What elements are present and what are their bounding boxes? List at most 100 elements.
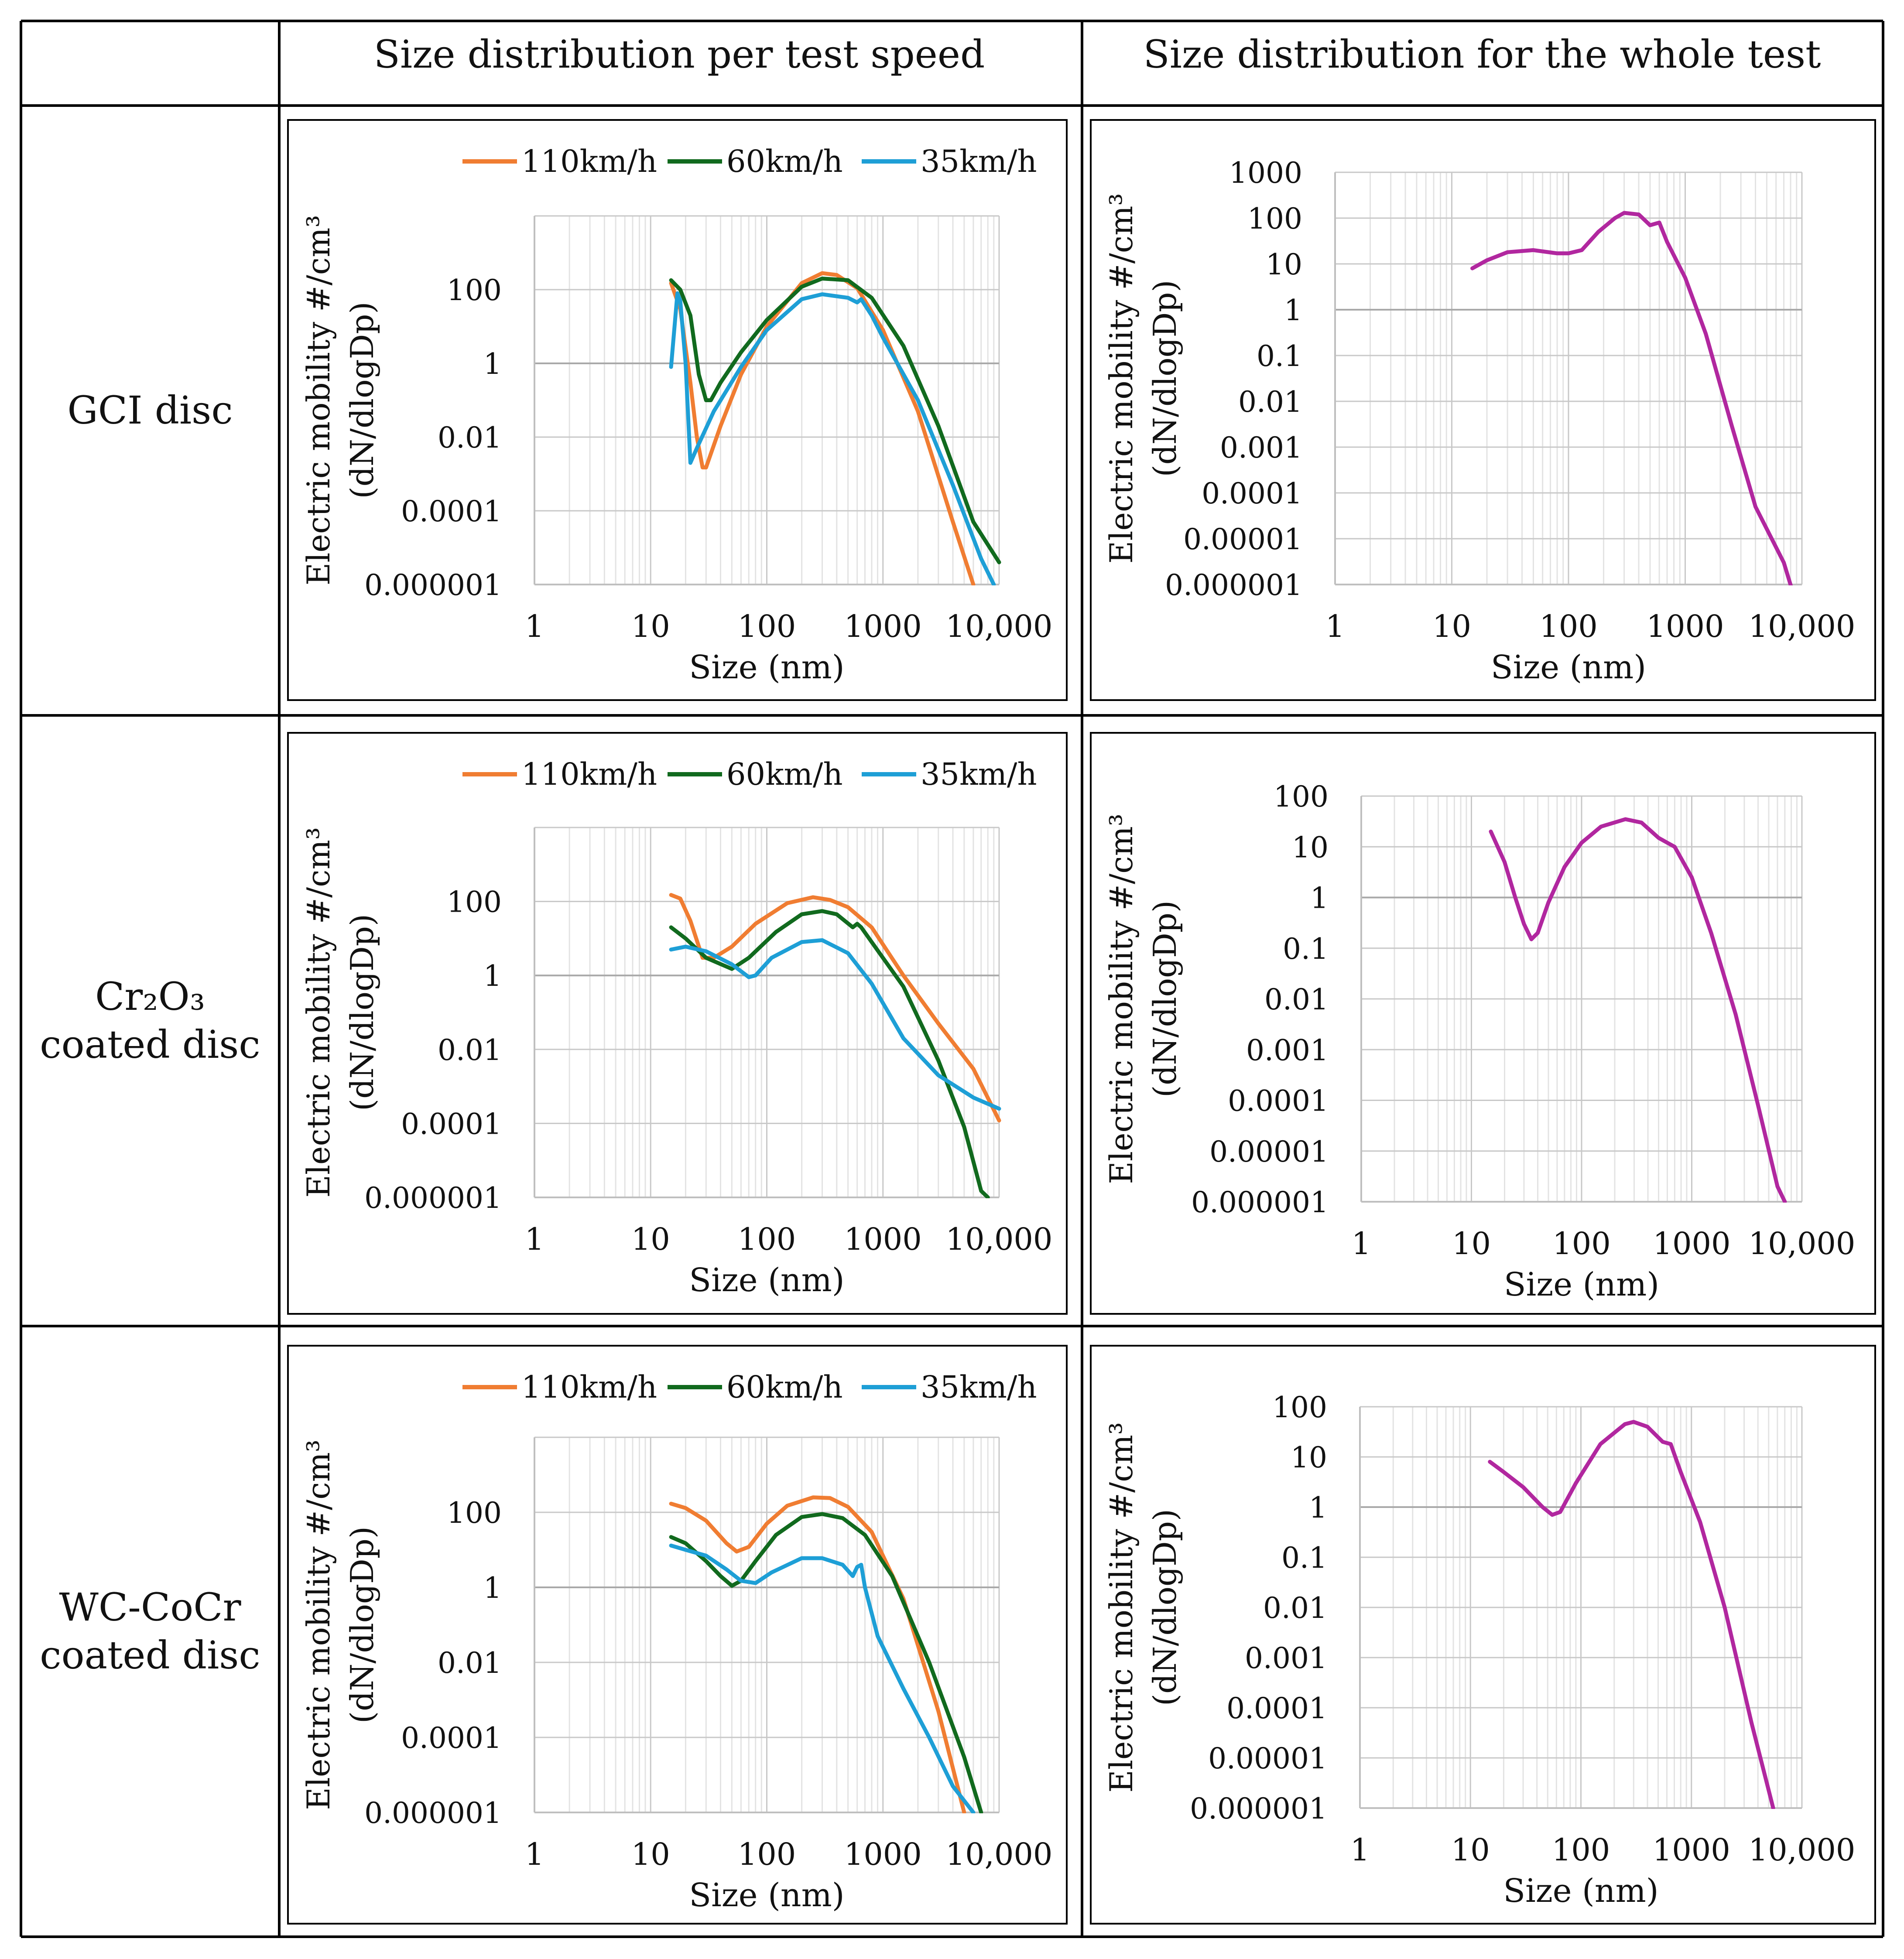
chart-r1-c1: 0.000001 0.00001 0.0001 0.001 0.01 0.1 1 10 100 1… [1090, 732, 1876, 1315]
y-tick-label: 0.00001 [1209, 1135, 1329, 1169]
series-line-110km-h [669, 893, 1001, 1123]
x-tick-label: 1 [1350, 1832, 1370, 1868]
x-tick-label: 100 [738, 1836, 796, 1872]
legend-label: 110km/h [521, 1369, 657, 1405]
y-tick-label: 0.01 [438, 1033, 502, 1067]
y-tick-label: 1000 [1229, 156, 1302, 190]
series-line-whole-test [1488, 1420, 1775, 1809]
series-line-whole-test [1489, 817, 1787, 1203]
header-size-whole-test: Size distribution for the whole test [1143, 32, 1821, 77]
legend-label: 110km/h [521, 144, 657, 179]
x-tick-label: 1000 [844, 609, 922, 644]
y-tick-label: 0.001 [1220, 431, 1302, 465]
y-tick-label: 0.1 [1283, 932, 1329, 966]
chart-frame [1090, 119, 1876, 701]
y-tick-label: 10 [1291, 1441, 1327, 1474]
y-tick-label: 0.00001 [1183, 523, 1302, 556]
y-tick-label: 0.000001 [364, 568, 502, 602]
x-axis-label: Size (nm) [1503, 1872, 1658, 1910]
x-axis-label: Size (nm) [1491, 649, 1646, 686]
x-tick-label: 10 [1432, 609, 1471, 644]
legend-label: 60km/h [726, 1369, 843, 1405]
y-tick-label: 0.001 [1245, 1641, 1327, 1675]
x-tick-label: 100 [738, 609, 796, 644]
y-tick-label: 0.0001 [401, 1721, 502, 1755]
x-tick-label: 1 [1352, 1226, 1371, 1262]
y-tick-label: 1 [1284, 294, 1302, 327]
chart-frame [287, 1345, 1068, 1925]
y-tick-label: 1 [1309, 1491, 1327, 1525]
x-tick-label: 1000 [1646, 609, 1724, 644]
y-tick-label: 0.0001 [1226, 1692, 1327, 1725]
y-tick-label: 1 [483, 1571, 502, 1605]
y-axis-label-line2: (dN/dlogDp) [1147, 900, 1183, 1097]
x-axis-label: Size (nm) [689, 1877, 844, 1914]
y-axis-label-line2: (dN/dlogDp) [1147, 1509, 1183, 1706]
table-frame [20, 20, 1884, 1938]
y-tick-label: 0.1 [1257, 339, 1302, 373]
row-label: WC-CoCr [59, 1585, 241, 1630]
y-tick-label: 100 [1247, 202, 1302, 236]
chart-r2-c1: 0.000001 0.00001 0.0001 0.001 0.01 0.1 1 10 100 1… [1090, 1345, 1876, 1925]
y-tick-label: 1 [483, 347, 502, 381]
y-tick-label: 0.01 [1263, 1591, 1327, 1625]
x-tick-label: 100 [738, 1221, 796, 1257]
series-line-60km-h [669, 909, 990, 1198]
y-axis-label-line1: Electric mobility #/cm³ [1103, 814, 1140, 1184]
y-tick-label: 10 [1292, 831, 1329, 864]
header-size-per-speed: Size distribution per test speed [374, 32, 985, 77]
series-line-60km-h [669, 1512, 983, 1813]
x-tick-label: 1000 [844, 1221, 922, 1257]
y-tick-label: 0.000001 [364, 1796, 502, 1830]
x-tick-label: 10 [631, 1221, 670, 1257]
y-axis-label-line2: (dN/dlogDp) [344, 914, 380, 1111]
y-tick-label: 0.0001 [401, 1107, 502, 1141]
chart-r2-c0: 0.000001 0.0001 0.01 1 100 1 10 100 1000 10,000 Si… [287, 1345, 1068, 1925]
series-line-60km-h [669, 277, 1001, 564]
x-tick-label: 10 [631, 609, 670, 644]
x-tick-label: 1000 [1653, 1226, 1730, 1262]
x-tick-label: 100 [1552, 1832, 1610, 1868]
y-axis-label-line2: (dN/dlogDp) [1147, 280, 1183, 477]
x-axis-label: Size (nm) [689, 1262, 844, 1299]
x-tick-label: 10 [1452, 1226, 1491, 1262]
row-label: coated disc [40, 1022, 260, 1067]
y-axis-label-line2: (dN/dlogDp) [344, 302, 380, 499]
legend-label: 35km/h [921, 1369, 1037, 1405]
y-axis-label-line1: Electric mobility #/cm³ [1103, 1422, 1140, 1792]
y-tick-label: 0.01 [1264, 983, 1329, 1016]
x-tick-label: 1 [525, 1836, 544, 1872]
y-tick-label: 0.0001 [1228, 1084, 1329, 1118]
x-tick-label: 10,000 [946, 609, 1053, 644]
row-label: Cr₂O₃ [95, 974, 205, 1019]
y-tick-label: 1 [483, 959, 502, 993]
row-label: coated disc [40, 1633, 260, 1678]
x-tick-label: 10 [631, 1836, 670, 1872]
x-tick-label: 10,000 [946, 1836, 1053, 1872]
y-tick-label: 0.001 [1246, 1033, 1329, 1067]
legend-label: 110km/h [521, 756, 657, 792]
x-tick-label: 1 [525, 1221, 544, 1257]
y-tick-label: 1 [1310, 882, 1329, 915]
y-axis-label-line1: Electric mobility #/cm³ [300, 215, 337, 585]
series-line-whole-test [1470, 211, 1793, 585]
x-tick-label: 1000 [1653, 1832, 1730, 1868]
series-line-35km-h [669, 1543, 976, 1813]
y-tick-label: 100 [447, 274, 502, 307]
y-tick-label: 0.000001 [364, 1181, 502, 1215]
legend-label: 35km/h [921, 144, 1037, 179]
x-axis-label: Size (nm) [1504, 1266, 1659, 1303]
chart-r1-c0: 0.000001 0.0001 0.01 1 100 1 10 100 1000 10,000 Si… [287, 732, 1068, 1315]
y-tick-label: 0.000001 [1190, 1792, 1327, 1826]
y-tick-label: 0.00001 [1208, 1742, 1327, 1775]
x-tick-label: 1000 [844, 1836, 922, 1872]
y-tick-label: 100 [1272, 1391, 1327, 1424]
y-tick-label: 0.1 [1281, 1541, 1327, 1575]
y-tick-label: 0.0001 [1202, 477, 1302, 510]
y-tick-label: 100 [1274, 780, 1329, 814]
chart-r0-c0: 0.000001 0.0001 0.01 1 100 1 10 100 1000 10,000 Si… [287, 119, 1068, 701]
x-tick-label: 1 [525, 609, 544, 644]
chart-frame [287, 119, 1068, 701]
